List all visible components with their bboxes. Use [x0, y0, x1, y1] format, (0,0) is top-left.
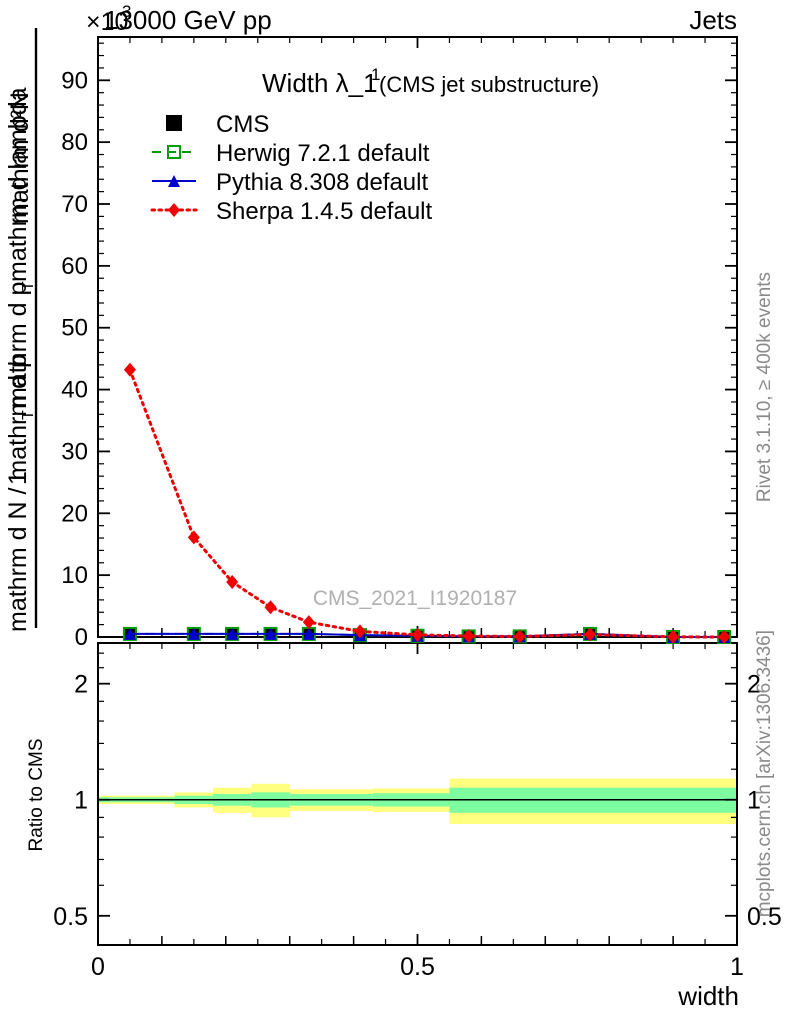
ratio-uncertainty-bands	[98, 778, 737, 825]
legend-item[interactable]: Herwig 7.2.1 default	[152, 140, 430, 167]
y-axis-denominator-part1: mathrm d N / mathrm d p	[4, 354, 32, 632]
series-line	[128, 368, 726, 639]
y-tick-label-ratio-right: 0.5	[747, 903, 782, 931]
y-axis-denominator-part3: mathrm d lambda	[4, 87, 32, 282]
data-series-group	[122, 362, 732, 644]
y-tick-label-main: 0	[75, 624, 88, 651]
marker-diamond	[411, 627, 424, 642]
x-axis-label: width	[677, 981, 739, 1011]
marker-diamond	[264, 600, 277, 615]
legend-item[interactable]: Sherpa 1.4.5 default	[150, 198, 432, 225]
marker-triangle	[168, 175, 180, 187]
y-tick-label-main: 70	[61, 191, 88, 218]
plot-title-superscript: 1	[371, 65, 380, 84]
y-tick-label-ratio: 1	[74, 787, 88, 815]
y-axis-label-numerator: mathrm d²N	[6, 92, 34, 224]
y-tick-label-ratio: 0.5	[53, 903, 88, 931]
mcplots-reference-note: mcplots.cern.ch [arXiv:1306.3436]	[754, 630, 775, 917]
legend-label: Herwig 7.2.1 default	[216, 140, 430, 167]
marker-diamond	[226, 574, 239, 589]
marker-diamond	[462, 629, 475, 644]
legend-label: Sherpa 1.4.5 default	[216, 198, 432, 225]
analysis-watermark: CMS_2021_I1920187	[313, 587, 517, 610]
x-axis-ticks	[97, 37, 738, 637]
plot-title: Width λ_1	[262, 68, 378, 98]
beam-energy-label: 13000 GeV pp	[104, 5, 272, 35]
y-axis-label-one: 1	[4, 471, 32, 485]
marker-diamond	[513, 629, 526, 644]
plot-title-subtitle: (CMS jet substructure)	[379, 72, 599, 97]
marker-diamond	[718, 630, 731, 644]
y-axis-multiplier-exponent: 3	[122, 2, 131, 21]
marker-diamond	[123, 362, 136, 377]
analysis-category-label: Jets	[689, 5, 737, 35]
legend-label: CMS	[216, 111, 269, 138]
x-tick-label: 0	[91, 953, 105, 981]
y-tick-label-main: 20	[61, 500, 88, 527]
marker-square-open	[167, 145, 181, 159]
y-tick-label-ratio: 2	[74, 671, 88, 699]
series-sherpa	[123, 362, 731, 644]
marker-triangle	[264, 627, 277, 640]
main-panel-frame	[97, 36, 738, 638]
x-axis-ticks	[97, 643, 738, 945]
series-line	[129, 632, 725, 638]
y-axis-multiplier: ×10	[86, 8, 128, 36]
marker-triangle	[123, 627, 136, 640]
y-tick-label-main: 40	[61, 377, 88, 404]
legend-label: Pythia 8.308 default	[216, 169, 428, 196]
y-axis-denominator-sub2: T	[20, 281, 37, 291]
y-axis-denominator-part2: mathrm d p	[4, 282, 32, 408]
y-tick-label-main: 90	[61, 67, 88, 94]
marker-diamond	[187, 530, 200, 545]
marker-diamond	[168, 203, 180, 217]
x-tick-label: 0.5	[400, 953, 435, 981]
y-tick-label-main: 60	[61, 253, 88, 280]
marker-triangle	[302, 627, 315, 640]
y-axis-denominator-sub1: T	[20, 410, 37, 420]
legend-item[interactable]: Pythia 8.308 default	[152, 169, 428, 196]
y-tick-label-ratio-right: 2	[747, 671, 761, 699]
ratio-axis-label: Ratio to CMS	[26, 739, 47, 852]
marker-diamond	[302, 615, 315, 630]
y-tick-label-main: 30	[61, 438, 88, 465]
marker-triangle	[187, 627, 200, 640]
y-tick-label-main: 80	[61, 129, 88, 156]
y-tick-label-ratio-right: 1	[747, 787, 761, 815]
marker-diamond	[584, 627, 597, 642]
y-tick-label-main: 50	[61, 315, 88, 342]
marker-diamond	[353, 624, 366, 639]
legend-item[interactable]: CMS	[166, 111, 269, 138]
rivet-version-note: Rivet 3.1.10, ≥ 400k events	[754, 272, 775, 502]
y-axis-ticks-main: 0 10 20 30 40 50 60 70 80 90	[61, 42, 737, 651]
x-tick-label: 1	[730, 953, 744, 981]
marker-triangle	[226, 627, 239, 640]
marker-square-filled	[166, 115, 182, 131]
marker-diamond	[667, 629, 680, 644]
y-tick-label-main: 10	[61, 562, 88, 589]
y-axis-ticks-ratio: 0.5 0.5 1 1 2 2	[53, 652, 782, 931]
